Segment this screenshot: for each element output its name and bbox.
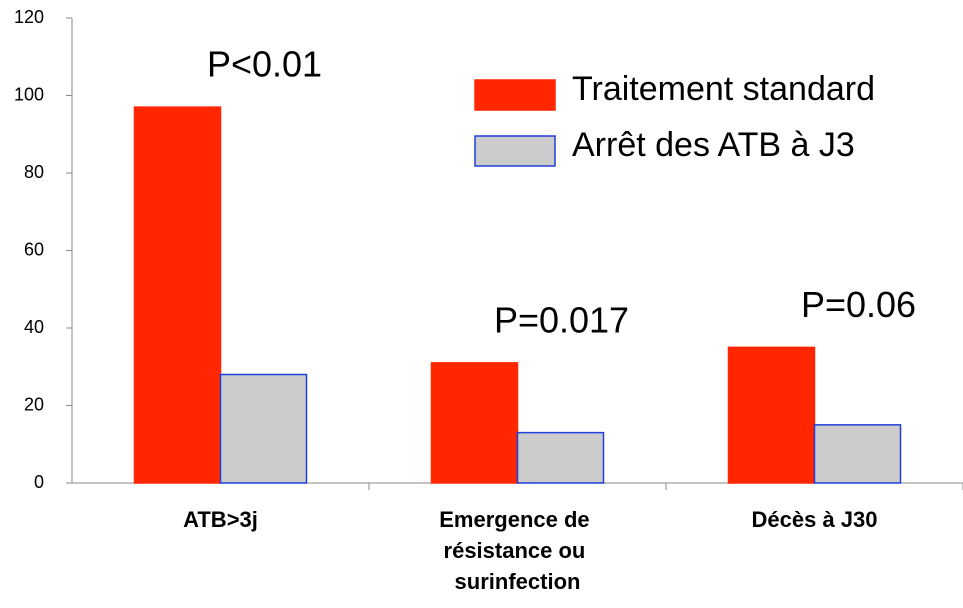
bar: [133, 106, 222, 484]
bar: [727, 346, 816, 484]
annotation: P=0.017: [494, 299, 629, 340]
legend-swatch: [474, 135, 556, 167]
bar: [219, 373, 308, 484]
annotation: P<0.01: [207, 44, 322, 85]
y-tick-label: 60: [24, 239, 44, 259]
y-tick-label: 40: [24, 317, 44, 337]
bar: [813, 424, 902, 484]
legend-label: Arrêt des ATB à J3: [572, 126, 855, 164]
bar: [430, 362, 519, 484]
y-tick-label: 20: [24, 394, 44, 414]
x-tick-label: Décès à J30: [752, 507, 878, 532]
y-tick-label: 100: [14, 84, 44, 104]
y-tick-label: 80: [24, 162, 44, 182]
bar: [516, 431, 605, 484]
x-tick-label: ATB>3j: [183, 507, 258, 532]
y-tick-label: 120: [14, 7, 44, 27]
x-tick-label: Emergence de résistance ou surinfection: [439, 507, 596, 594]
legend-swatch: [474, 79, 556, 111]
y-tick-label: 0: [34, 472, 44, 492]
legend-label: Traitement standard: [572, 70, 875, 108]
annotation: P=0.06: [801, 284, 916, 325]
